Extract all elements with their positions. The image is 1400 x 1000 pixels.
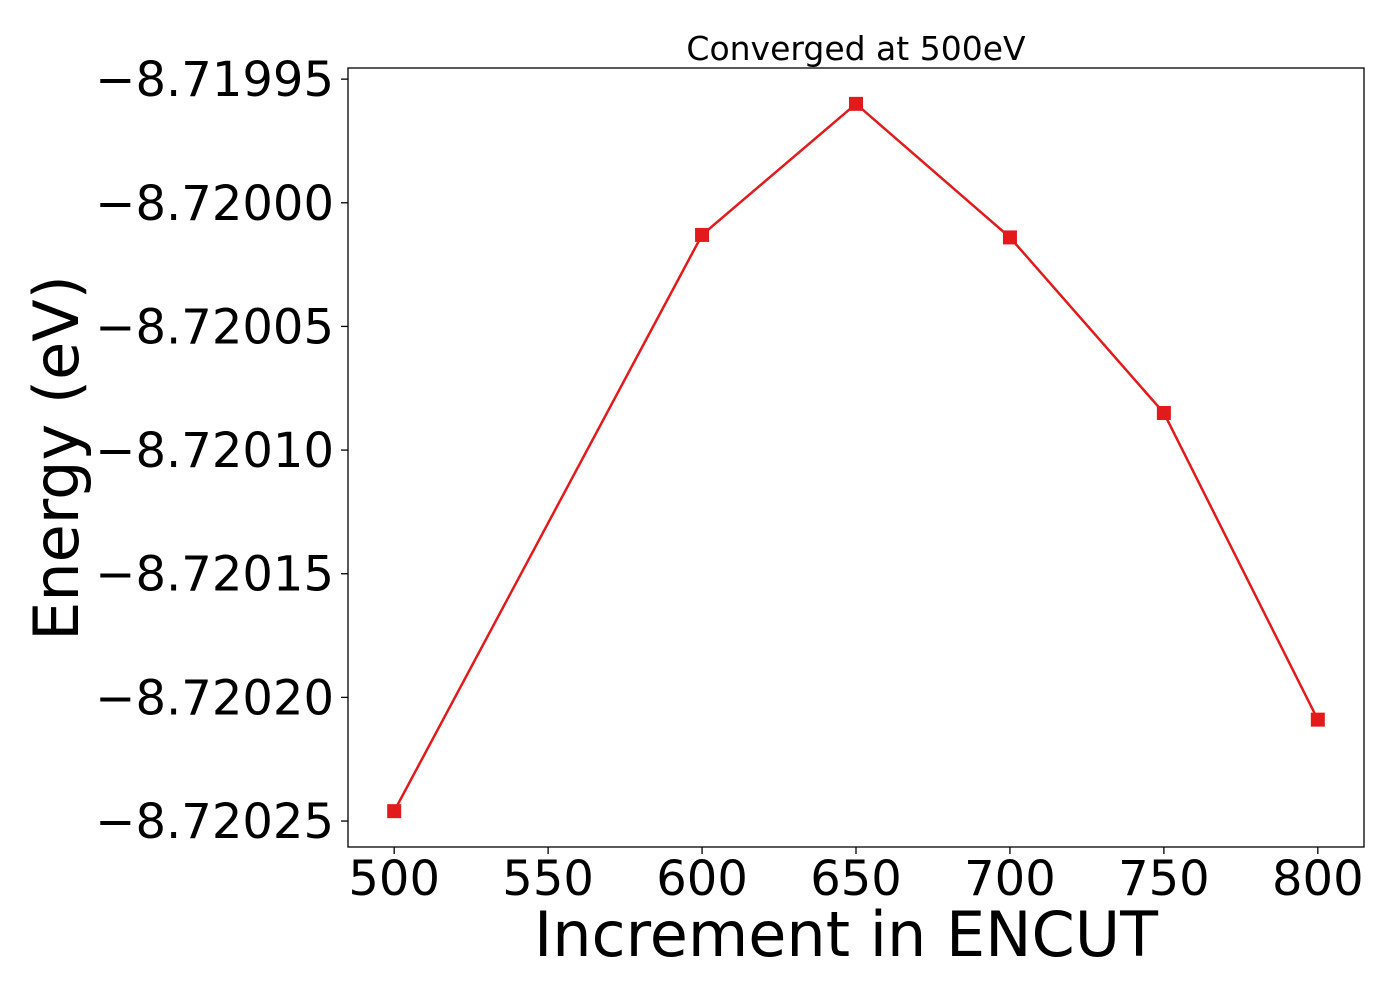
- series-line: [393, 102, 1319, 812]
- data-point-marker: [1156, 405, 1171, 420]
- x-tick-label: 600: [656, 851, 748, 907]
- data-point-marker: [387, 804, 402, 819]
- y-tick-label: −8.72000: [95, 176, 334, 232]
- y-tick-label: −8.72015: [95, 547, 334, 603]
- data-point-marker: [1002, 230, 1017, 245]
- data-point-marker: [695, 227, 710, 242]
- x-tick-label: 700: [964, 851, 1056, 907]
- x-tick-label: 650: [810, 851, 902, 907]
- data-point-marker: [849, 96, 863, 111]
- y-axis-ticks: −8.71995 −8.72000 −8.72005 −8.72010 −8.72015…: [95, 52, 348, 850]
- y-tick-label: −8.72010: [95, 423, 334, 479]
- y-tick-label: −8.71995: [95, 52, 334, 108]
- data-point-marker: [1310, 712, 1325, 727]
- y-tick-label: −8.72025: [95, 794, 334, 850]
- y-tick-label: −8.72020: [95, 670, 334, 726]
- plot-area-frame: [347, 67, 1365, 848]
- x-tick-label: 500: [348, 851, 440, 907]
- x-axis-label: Increment in ENCUT: [534, 898, 1159, 971]
- x-tick-label: 750: [1118, 851, 1210, 907]
- x-tick-label: 550: [502, 851, 594, 907]
- y-tick-label: −8.72005: [95, 299, 334, 355]
- series-layer: [387, 96, 1325, 819]
- y-axis-label: Energy (eV): [20, 275, 93, 641]
- x-axis-ticks: 500 550 600 650 700 750 800: [348, 847, 1364, 907]
- chart-title: Converged at 500eV: [686, 29, 1026, 68]
- x-tick-label: 800: [1272, 851, 1364, 907]
